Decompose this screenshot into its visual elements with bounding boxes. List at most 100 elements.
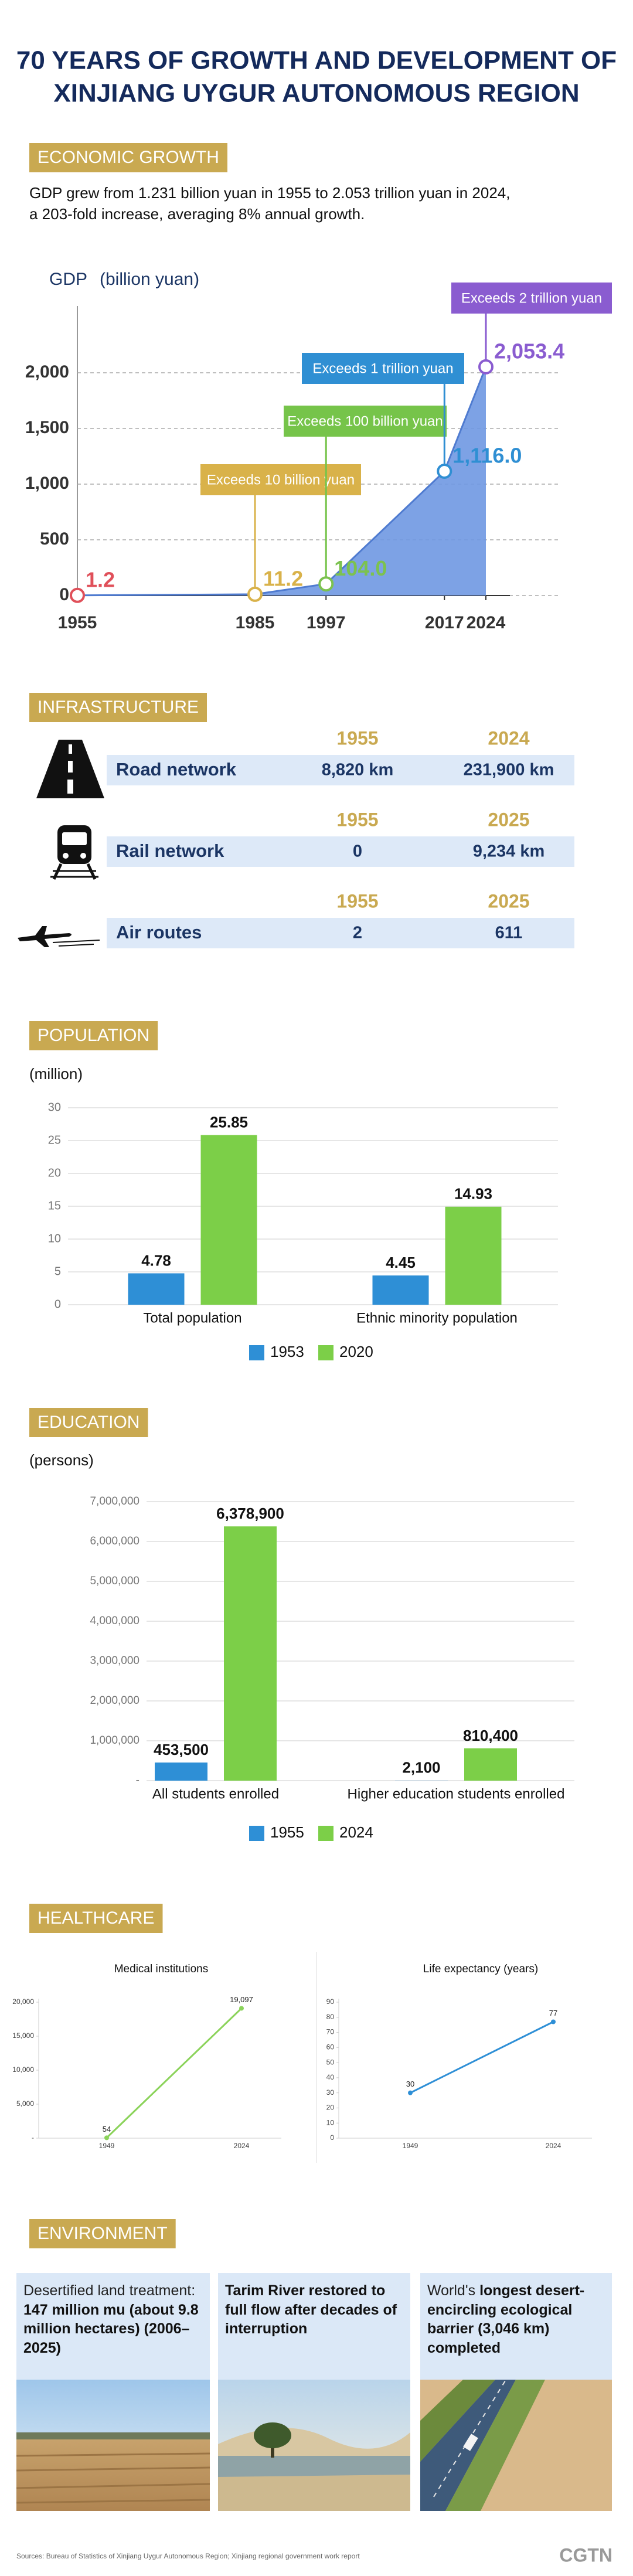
year-header: 1955	[336, 727, 378, 748]
intro-text: a 203-fold increase, averaging 8% annual…	[29, 205, 365, 223]
x-tick-label: Total population	[143, 1310, 241, 1326]
chart-title: Life expectancy (years)	[423, 1963, 538, 1975]
y-tick-label: 3,000,000	[90, 1655, 139, 1667]
y-axis-label: GDP	[49, 270, 87, 289]
point	[551, 2019, 556, 2024]
bar	[200, 1135, 257, 1305]
row-value: 2	[353, 924, 362, 942]
bar	[464, 1748, 517, 1781]
y-tick-label: 6,000,000	[90, 1535, 139, 1547]
year-header: 2024	[488, 727, 529, 748]
data-label: 1,116.0	[452, 443, 522, 467]
row-value: 611	[495, 924, 523, 942]
y-axis-unit: (billion yuan)	[100, 270, 199, 289]
gdp-area	[77, 366, 486, 595]
year-header: 2025	[488, 809, 529, 830]
y-tick-label: 4,000,000	[90, 1615, 139, 1627]
y-tick-label: 7,000,000	[90, 1495, 139, 1508]
y-tick-label: 2,000,000	[90, 1694, 139, 1707]
section-heading: INFRASTRUCTURE	[38, 697, 199, 717]
data-label: 11.2	[263, 566, 303, 590]
row-label: Rail network	[116, 840, 224, 861]
card-emphasis: Tarim River restored to full flow after …	[225, 2282, 397, 2337]
year-header: 1955	[336, 809, 378, 830]
section-heading: POPULATION	[38, 1026, 149, 1045]
y-tick-label: 25	[48, 1134, 61, 1146]
x-tick-label: 2024	[546, 2142, 561, 2150]
train-icon	[50, 825, 98, 880]
card-text: Desertified land treatment: 147 million …	[23, 2281, 199, 2357]
section-heading: ENVIRONMENT	[38, 2224, 168, 2243]
point	[104, 2135, 109, 2141]
card-emphasis: 147 million mu (about 9.8 million hectar…	[23, 2301, 199, 2356]
y-tick-label: 0	[330, 2133, 334, 2142]
legend-label: 1953	[270, 1343, 304, 1360]
annotation-box	[284, 406, 447, 437]
data-label: 54	[103, 2125, 111, 2133]
card-background	[16, 2273, 612, 2380]
annotation-text: Exceeds 100 billion yuan	[287, 413, 443, 429]
y-tick-label: 1,000,000	[90, 1734, 139, 1747]
x-tick-label: 2024	[234, 2142, 250, 2150]
y-tick-label: 5,000,000	[90, 1575, 139, 1587]
y-tick-label: 30	[48, 1101, 61, 1114]
y-tick-label: 0	[55, 1298, 61, 1311]
data-label: 104.0	[334, 556, 387, 580]
annotation-box	[451, 283, 612, 314]
card-lead: World's	[427, 2282, 480, 2299]
x-tick-label: 2024	[467, 613, 506, 632]
y-tick-label: 5	[55, 1265, 61, 1278]
bar	[445, 1206, 502, 1305]
legend-swatch	[318, 1826, 333, 1841]
bar	[372, 1275, 429, 1305]
chart-title: Medical institutions	[114, 1963, 209, 1975]
title-line: 70 YEARS OF GROWTH AND DEVELOPMENT OF	[16, 46, 617, 75]
row-band	[107, 918, 574, 948]
card-lead: Desertified land treatment:	[23, 2282, 196, 2299]
legend-label: 1955	[270, 1823, 304, 1841]
sources: Sources: Bureau of Statistics of Xinjian…	[16, 2552, 360, 2560]
data-label: 25.85	[210, 1113, 248, 1131]
legend-label: 2024	[339, 1823, 373, 1841]
point	[408, 2090, 413, 2095]
legend-label: 2020	[339, 1343, 373, 1360]
data-label: 453,500	[154, 1741, 209, 1758]
point	[239, 2006, 244, 2011]
road-icon	[36, 740, 104, 798]
x-tick-label: Higher education students enrolled	[348, 1786, 565, 1802]
data-label: 19,097	[230, 1995, 253, 2004]
row-value: 231,900 km	[464, 761, 554, 780]
row-value: 0	[353, 842, 362, 861]
x-tick-label: 1985	[236, 613, 275, 632]
y-tick-label: 1,000	[25, 474, 69, 493]
data-label: 2,053.4	[494, 339, 564, 363]
logo: CGTN	[559, 2544, 612, 2565]
gdp-point	[70, 587, 85, 603]
y-tick-label: 15	[48, 1199, 61, 1212]
y-tick-label: 10	[48, 1232, 61, 1245]
legend-swatch	[249, 1826, 264, 1841]
y-tick-label: -	[32, 2133, 34, 2142]
x-tick-label: 1997	[307, 613, 346, 632]
y-tick-label: 0	[59, 585, 69, 604]
y-tick-label: 80	[326, 2013, 335, 2021]
data-label: 77	[549, 2009, 557, 2017]
x-tick-label: Ethnic minority population	[356, 1310, 518, 1326]
section-heading: HEALTHCARE	[38, 1908, 154, 1928]
annotation-box	[200, 464, 361, 495]
section-heading: EDUCATION	[38, 1413, 139, 1432]
annotation-text: Exceeds 2 trillion yuan	[461, 290, 602, 306]
y-tick-label: 10	[326, 2118, 335, 2126]
data-label: 4.45	[386, 1254, 416, 1271]
y-tick-label: 20	[326, 2104, 335, 2112]
row-value: 9,234 km	[473, 842, 545, 861]
bar	[224, 1526, 277, 1781]
y-tick-label: 15,000	[12, 2031, 34, 2040]
intro-text: GDP grew from 1.231 billion yuan in 1955…	[29, 184, 510, 202]
section-heading-bg	[29, 1904, 163, 1933]
section-heading: ECONOMIC GROWTH	[38, 148, 219, 167]
tarim-river-image	[218, 2380, 410, 2511]
card-text: World's longest desert-encircling ecolog…	[427, 2281, 603, 2357]
